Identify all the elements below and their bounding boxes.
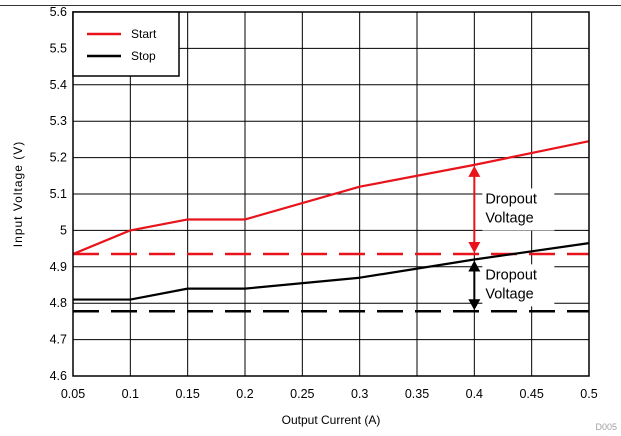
dropout-arrow-head-down <box>468 299 481 311</box>
dropout-arrow-head-up <box>468 165 481 177</box>
dropout-voltage-label: Dropout <box>485 267 537 283</box>
dropout-voltage-label: Dropout <box>485 191 537 207</box>
legend-box <box>72 11 180 77</box>
x-tick-label: 0.25 <box>290 387 314 401</box>
y-tick-label: 5.3 <box>50 114 67 128</box>
y-tick-label: 5.2 <box>50 151 67 165</box>
watermark-label: D005 <box>595 422 617 432</box>
legend-label-start: Start <box>131 27 157 41</box>
y-tick-label: 5.4 <box>50 78 67 92</box>
x-tick-label: 0.05 <box>61 387 85 401</box>
dropout-label-bg <box>482 188 555 231</box>
y-tick-label: 4.6 <box>50 369 67 383</box>
series-line-stop <box>73 242 590 301</box>
y-tick-label: 4.8 <box>50 296 67 310</box>
y-tick-label: 4.9 <box>50 260 67 274</box>
dropout-arrow-head-up <box>468 260 481 272</box>
legend-label-stop: Stop <box>131 49 156 63</box>
y-tick-label: 5.1 <box>50 187 67 201</box>
x-tick-label: 0.15 <box>175 387 199 401</box>
series-lines <box>72 140 590 301</box>
dropout-label-bg <box>482 264 555 307</box>
x-tick-label: 0.35 <box>405 387 429 401</box>
x-tick-label: 0.2 <box>236 387 253 401</box>
y-tick-label: 5 <box>60 223 67 237</box>
x-tick-label: 0.5 <box>580 387 597 401</box>
y-axis-label: Input Voltage (V) <box>11 141 25 247</box>
y-tick-label: 4.7 <box>50 333 67 347</box>
x-tick-label: 0.45 <box>519 387 543 401</box>
annotations: Dropout Voltage Dropout Voltage <box>468 165 555 311</box>
x-axis-label: Output Current (A) <box>282 413 381 427</box>
x-tick-label: 0.4 <box>466 387 483 401</box>
y-tick-labels: 4.6 4.7 4.8 4.9 5 5.1 5.2 5.3 5.4 5.5 5.6 <box>50 5 67 383</box>
x-tick-label: 0.1 <box>122 387 139 401</box>
plot-frame <box>72 11 590 377</box>
dropout-voltage-label: Voltage <box>485 210 533 226</box>
y-tick-label: 5.5 <box>50 41 67 55</box>
reference-lines <box>73 252 589 313</box>
series-line-start <box>72 140 590 256</box>
legend: Start Stop <box>72 11 180 77</box>
dropout-arrow-head-down <box>468 242 481 254</box>
dropout-voltage-label: Voltage <box>485 286 533 302</box>
x-tick-labels: 0.05 0.1 0.15 0.2 0.25 0.3 0.35 0.4 0.45 0.5 <box>61 387 598 401</box>
x-tick-label: 0.3 <box>351 387 368 401</box>
y-tick-label: 5.6 <box>50 5 67 19</box>
